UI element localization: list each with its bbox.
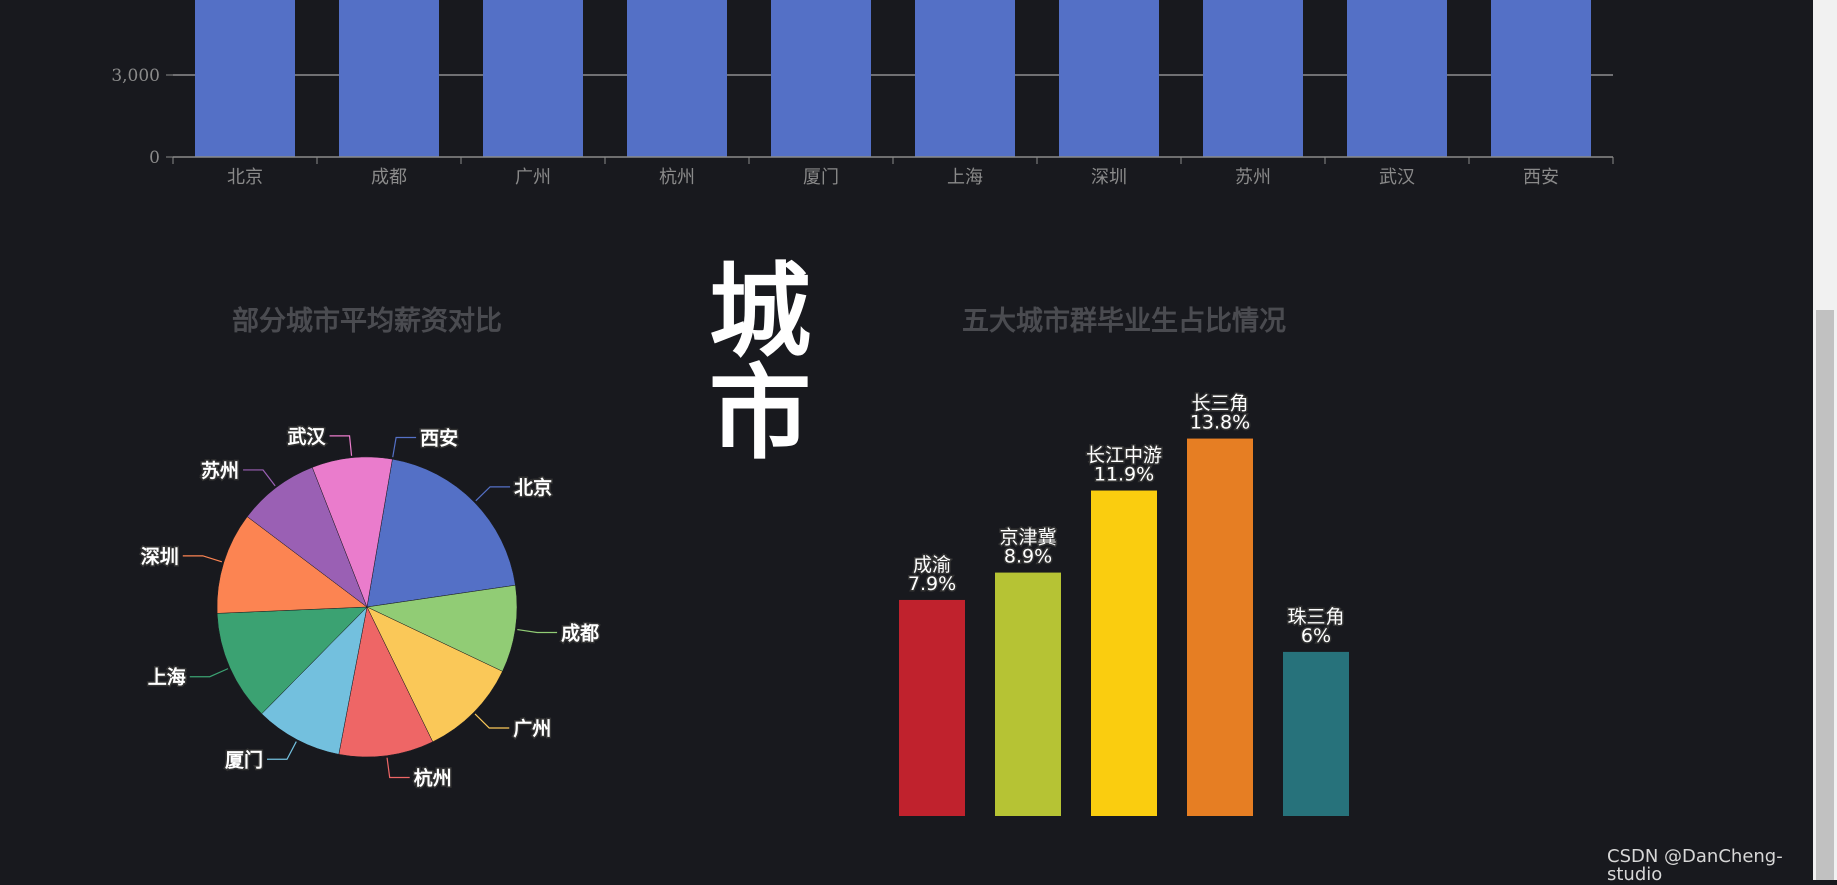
y-axis-labels: 0 3,000	[111, 66, 160, 168]
region-bar-value-label: 6%	[1301, 625, 1331, 647]
pie-label: 武汉	[288, 426, 327, 448]
pie-leader-line	[517, 628, 558, 634]
pie-leader-line	[243, 469, 276, 487]
bar-北京	[195, 0, 295, 157]
pie-slice-北京	[366, 458, 516, 608]
pie-label: 深圳	[141, 545, 179, 568]
pie-leader-line	[392, 436, 417, 458]
pie-slice-杭州	[338, 606, 434, 758]
x-tick-label: 深圳	[1091, 167, 1127, 188]
y-tick-label: 0	[149, 148, 160, 168]
pie-label: 厦门	[225, 748, 263, 771]
bar-厦门	[771, 0, 871, 157]
pie-slice-厦门	[261, 606, 368, 755]
region-bar-长江中游	[1091, 490, 1157, 816]
pie-leader-line	[474, 713, 510, 729]
bar-深圳	[1059, 0, 1159, 157]
pie-label: 苏州	[201, 459, 239, 482]
region-bar-name-label: 长三角	[1191, 393, 1248, 415]
pie-label: 西安	[420, 426, 458, 449]
page-heading: 城市	[709, 253, 811, 474]
bar-杭州	[627, 0, 727, 157]
pie-label: 成都	[561, 622, 599, 645]
bar-西安	[1491, 0, 1591, 157]
pie-slices	[216, 456, 518, 758]
bar-广州	[483, 0, 583, 157]
region-bar-value-label: 11.9%	[1094, 464, 1154, 486]
pie-label: 北京	[514, 476, 552, 499]
y-tick-label: 3,000	[111, 66, 160, 86]
region-bar-name-label: 成渝	[913, 554, 951, 576]
pie-slice-深圳	[216, 516, 368, 614]
pie-slice-武汉	[311, 456, 393, 608]
pie-slice-苏州	[246, 467, 368, 608]
pie-slice-成都	[366, 584, 518, 672]
bar-成都	[339, 0, 439, 157]
bar-苏州	[1203, 0, 1303, 157]
region-bar-珠三角	[1283, 651, 1349, 816]
region-bar-成渝	[899, 599, 965, 816]
pie-leader-line	[266, 741, 297, 760]
x-tick-label: 成都	[371, 167, 407, 188]
x-tick-label: 武汉	[1379, 167, 1415, 188]
pie-slice-上海	[216, 606, 368, 715]
pie-chart-title: 部分城市平均薪资对比	[232, 306, 502, 337]
pie-leader-line	[189, 668, 229, 678]
x-tick-label: 杭州	[659, 167, 695, 188]
x-tick-label: 广州	[515, 167, 551, 188]
bars	[195, 0, 1591, 157]
x-tick-label: 厦门	[803, 167, 839, 188]
x-axis: 北京 成都 广州 杭州 厦门 上海 深圳 苏州 武汉 西安	[166, 74, 1614, 188]
region-bar-京津冀	[995, 572, 1061, 816]
region-bar-name-label: 珠三角	[1287, 606, 1344, 628]
pie-slice-广州	[366, 606, 503, 743]
pie-label: 杭州	[414, 766, 452, 789]
region-bars	[899, 438, 1349, 816]
pie-label-lines	[182, 435, 558, 779]
pie-leader-line	[475, 486, 511, 502]
x-tick-label: 上海	[947, 167, 983, 188]
region-bar-value-label: 7.9%	[908, 573, 956, 595]
pie-leader-line	[386, 757, 410, 779]
region-bar-name-label: 长江中游	[1086, 445, 1162, 467]
region-bar-value-label: 13.8%	[1190, 412, 1250, 434]
scrollbar-thumb[interactable]	[1816, 310, 1834, 880]
city-bar-chart: 北京 成都 广州 杭州 厦门 上海 深圳 苏州 武汉 西安 0 3,000	[111, 0, 1614, 188]
pie-label: 上海	[148, 666, 186, 689]
pie-leader-line	[329, 435, 353, 456]
pie-leader-line	[182, 555, 223, 563]
scrollbar[interactable]	[1813, 0, 1837, 880]
bar-上海	[915, 0, 1015, 157]
x-tick-label: 苏州	[1235, 167, 1271, 188]
pie-label: 广州	[513, 717, 551, 740]
region-chart-title: 五大城市群毕业生占比情况	[962, 306, 1286, 337]
x-tick-label: 西安	[1523, 167, 1559, 188]
region-bar-name-label: 京津冀	[999, 527, 1056, 549]
region-bar-value-label: 8.9%	[1004, 546, 1052, 568]
x-tick-label: 北京	[227, 167, 263, 188]
watermark: CSDN @DanCheng-studio	[1607, 846, 1783, 885]
bar-武汉	[1347, 0, 1447, 157]
region-bar-长三角	[1187, 438, 1253, 816]
